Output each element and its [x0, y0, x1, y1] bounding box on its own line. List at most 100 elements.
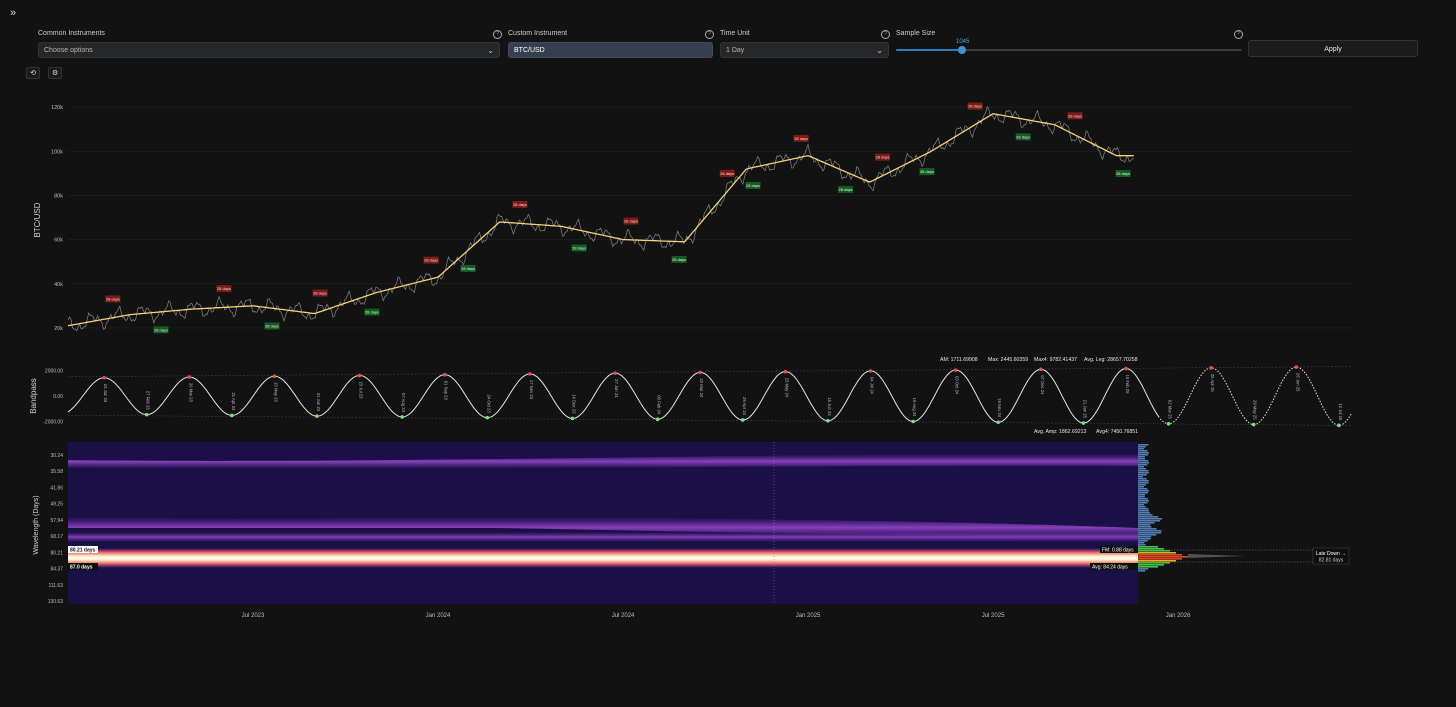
cycle-bottom-dot	[230, 413, 234, 418]
common-instruments-placeholder: Choose options	[44, 47, 93, 54]
histogram-bar	[1138, 490, 1149, 492]
bottom-marker-box	[460, 264, 476, 272]
help-icon[interactable]: ?	[1234, 30, 1243, 39]
bottom-marker-box	[571, 244, 587, 252]
histogram-bar	[1138, 446, 1146, 448]
cycle-top-dot	[1294, 365, 1299, 369]
spectrum-y-tick: 30.24	[50, 453, 63, 459]
bottom-marker-box	[153, 326, 169, 334]
bandpass-y-label: Bandpass	[29, 378, 38, 414]
sample-size-slider[interactable]	[896, 46, 1242, 54]
help-icon[interactable]: ?	[493, 30, 502, 39]
cycle-bottom-dot	[655, 417, 660, 422]
settings-gear-icon[interactable]: ⚙	[48, 67, 62, 79]
cycle-date-label: 15 May 23	[273, 382, 278, 402]
histogram-bar	[1138, 534, 1157, 536]
top-marker-box	[793, 134, 809, 142]
cycle-bottom-dot	[740, 418, 745, 422]
top-marker-box	[423, 256, 439, 264]
cycle-top-dot	[1124, 366, 1128, 371]
cycle-bottom-dot	[1081, 421, 1086, 425]
histogram-bar	[1138, 496, 1145, 498]
time-x-axis: Jul 2023 Jan 2024 Jul 2024 Jan 2025 Jul 2025…	[242, 613, 1191, 619]
bandpass-y-tick: 2000.00	[45, 368, 63, 374]
bandpass-series	[67, 366, 1353, 426]
custom-instrument-input[interactable]: BTC/USD	[508, 42, 713, 58]
histogram-bar	[1138, 562, 1170, 564]
custom-instrument-label: Custom Instrument	[508, 30, 568, 37]
cycle-top-dot	[953, 368, 958, 372]
price-line	[67, 106, 1134, 332]
left-tag-2-bg	[68, 563, 98, 570]
bottom-marker-label: 28 days	[920, 169, 934, 174]
top-marker-label: 28 days	[1068, 113, 1082, 118]
bottom-marker-box	[838, 185, 854, 193]
price-gridlines	[68, 106, 1352, 329]
cycle-bottom-dot	[144, 412, 149, 417]
histogram-bar	[1138, 484, 1146, 486]
cycle-date-label: 29 Apr 24	[742, 397, 747, 416]
upper-envelope	[67, 366, 1353, 378]
histogram-bar	[1138, 460, 1149, 462]
histogram-bar	[1138, 462, 1149, 464]
bottom-marker-label: 28 days	[746, 183, 760, 188]
histogram-bar	[1138, 514, 1153, 516]
cycle-date-label: 07 Dec 24	[1040, 375, 1045, 395]
time-unit-select[interactable]: 1 Day ⌄	[720, 42, 889, 58]
cycle-date-label: 07 Aug 23	[401, 393, 406, 413]
top-marker-label: 28 days	[513, 202, 527, 207]
histogram-bar	[1138, 452, 1149, 454]
spectrum-y-tick: 130.63	[48, 599, 64, 605]
spectrum-y-tick: 111.63	[48, 583, 63, 589]
histogram-bar	[1138, 536, 1152, 538]
help-icon[interactable]: ?	[705, 30, 714, 39]
histogram-bar	[1138, 516, 1159, 518]
bottom-marker-label: 28 days	[265, 324, 279, 329]
expand-sidebar-icon[interactable]: »	[10, 7, 17, 19]
sample-size-slider-handle[interactable]	[957, 46, 966, 54]
reset-zoom-icon[interactable]: ⟲	[26, 67, 40, 79]
histogram-bar	[1138, 564, 1164, 566]
cycle-date-label: 19 Nov 24	[997, 398, 1002, 418]
apply-button[interactable]: Apply	[1248, 40, 1418, 57]
histogram-bar	[1138, 466, 1144, 468]
top-marker-label: 28 days	[106, 296, 120, 301]
cycle-date-label: 19 Aug 24	[912, 398, 917, 418]
x-tick-label: Jul 2024	[612, 613, 635, 619]
x-tick-label: Jan 2026	[1166, 613, 1191, 619]
bottom-marker-box	[671, 255, 687, 263]
histogram-bar	[1138, 552, 1176, 554]
histogram-bar	[1138, 468, 1146, 470]
cycle-top-dot	[528, 372, 532, 376]
lower-envelope	[67, 414, 1353, 426]
left-tag-1: 80.21 days	[70, 548, 96, 554]
cycle-date-label: 21 Apr 23	[231, 392, 236, 411]
histogram-bar	[1138, 464, 1148, 466]
bottom-marker-label: 28 days	[572, 245, 586, 250]
help-icon[interactable]: ?	[881, 30, 890, 39]
bottom-marker-box	[364, 308, 380, 316]
cycle-top-dot	[613, 371, 617, 375]
price-y-tick: 120k	[51, 105, 63, 111]
bottom-marker-label: 28 days	[672, 257, 686, 262]
price-y-tick: 80k	[54, 193, 63, 199]
cycle-bottom-dot	[996, 420, 1001, 425]
cycle-top-dot	[1209, 366, 1213, 370]
spectrum-y-tick: 68.17	[50, 534, 63, 540]
spectrum-y-tick: 57.94	[50, 518, 63, 524]
histogram-bar	[1138, 458, 1146, 460]
price-y-axis: 120k 100k 80k 60k 40k 20k	[51, 105, 63, 332]
spectrum-y-tick: 84.37	[50, 567, 63, 573]
spectrum-y-tick: 35.58	[50, 469, 63, 475]
common-instruments-select[interactable]: Choose options ⌄	[38, 42, 500, 58]
cycle-markers: 28 days 28 days 28 days 28 days 28 days 28 da…	[105, 102, 1131, 334]
cycle-bottom-dot	[315, 414, 319, 418]
top-marker-box	[967, 102, 983, 110]
fm-tag-bg	[1100, 546, 1138, 553]
price-y-tick: 60k	[54, 238, 63, 244]
histogram-bar	[1138, 482, 1149, 484]
histogram-bar	[1138, 448, 1145, 450]
cycle-date-label: 03 Oct 24	[955, 376, 960, 395]
cycle-date-label: 21 Jan 25	[1082, 400, 1087, 419]
